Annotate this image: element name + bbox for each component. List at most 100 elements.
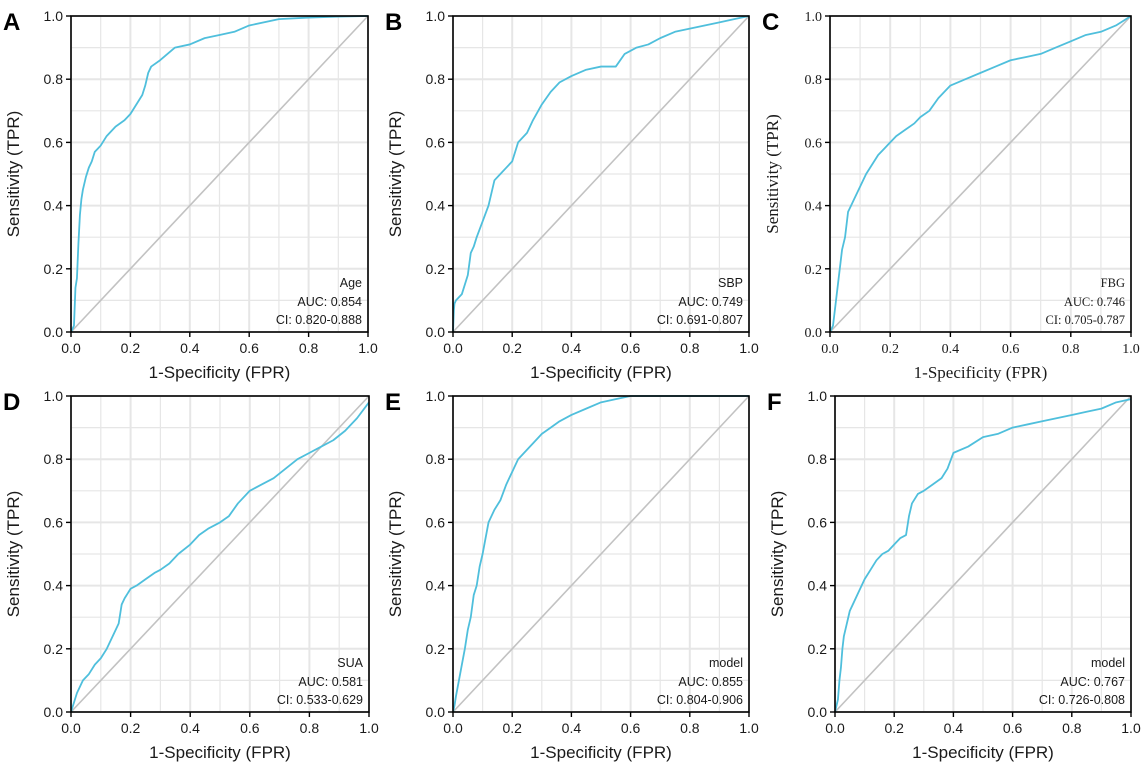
- legend-ci-value: CI: 0.533-0.629: [277, 693, 363, 707]
- y-tick-label: 0.4: [805, 200, 823, 215]
- x-tick-label: 0.8: [300, 720, 320, 736]
- panel-letter-label: D: [3, 389, 20, 416]
- y-tick-label: 0.0: [44, 324, 64, 340]
- x-tick-label: 0.8: [299, 340, 319, 356]
- y-tick-label: 0.0: [44, 704, 64, 720]
- x-tick-label: 0.8: [1062, 720, 1082, 736]
- y-tick-label: 0.6: [808, 514, 828, 530]
- panel-d: 0.0 0.2 0.4 0.6 0.8 1.0 0.0 0.2 0.4 0.6 0.8 1.0 1-Sp…: [3, 388, 379, 762]
- y-tick-label: 0.2: [44, 641, 64, 657]
- plot-frame: [70, 15, 369, 333]
- x-tick-label: 1.0: [739, 720, 759, 736]
- x-axis-title: 1-Specificity (FPR): [914, 363, 1048, 382]
- y-tick-label: 0.2: [805, 263, 823, 278]
- x-axis-title: 1-Specificity (FPR): [912, 743, 1054, 762]
- y-tick-label: 1.0: [805, 10, 823, 25]
- y-tick-label: 1.0: [44, 388, 64, 404]
- x-tick-label: 0.0: [61, 340, 81, 356]
- y-tick-label: 0.6: [426, 514, 446, 530]
- x-tick-label: 0.2: [884, 720, 904, 736]
- x-tick-label: 1.0: [1122, 342, 1140, 357]
- x-tick-label: 0.2: [881, 342, 899, 357]
- legend-auc-value: AUC: 0.855: [678, 675, 743, 689]
- legend-series-name: Age: [340, 276, 362, 290]
- y-tick-label: 0.4: [426, 198, 446, 214]
- y-tick-label: 0.4: [44, 198, 64, 214]
- y-axis-title: Sensitivity (TPR): [386, 491, 405, 618]
- roc-curve-line: [829, 15, 1132, 333]
- y-tick-label: 0.8: [805, 73, 823, 88]
- y-axis-title: Sensitivity (TPR): [4, 491, 23, 618]
- chance-diagonal-line: [829, 15, 1132, 333]
- x-tick-label: 0.6: [621, 720, 641, 736]
- y-tick-label: 0.0: [808, 704, 828, 720]
- x-tick-label: 0.2: [121, 720, 141, 736]
- x-tick-label: 1.0: [739, 340, 759, 356]
- legend-ci-value: CI: 0.820-0.888: [276, 313, 362, 327]
- y-tick-label: 0.8: [44, 451, 64, 467]
- plot-frame: [70, 395, 370, 713]
- x-tick-label: 0.2: [502, 720, 522, 736]
- panel-letter-label: E: [385, 389, 401, 416]
- x-tick-label: 0.4: [562, 340, 582, 356]
- x-tick-label: 0.4: [944, 720, 964, 736]
- legend-ci-value: CI: 0.705-0.787: [1045, 313, 1125, 327]
- y-tick-label: 0.4: [808, 578, 828, 594]
- y-axis-title: Sensitivity (TPR): [763, 114, 782, 233]
- roc-curve-line: [70, 401, 370, 713]
- chance-diagonal-line: [70, 15, 369, 333]
- x-tick-label: 0.2: [121, 340, 141, 356]
- roc-curve-line: [70, 15, 369, 333]
- chance-diagonal-line: [834, 395, 1132, 713]
- x-tick-label: 0.4: [180, 720, 200, 736]
- x-tick-label: 0.0: [61, 720, 81, 736]
- legend-auc-value: AUC: 0.581: [298, 675, 363, 689]
- x-tick-label: 1.0: [359, 720, 379, 736]
- x-tick-label: 0.4: [180, 340, 200, 356]
- panel-letter-label: B: [385, 9, 402, 36]
- legend-auc-value: AUC: 0.854: [297, 295, 362, 309]
- y-tick-label: 0.4: [426, 578, 446, 594]
- x-tick-label: 0.2: [502, 340, 522, 356]
- panel-letter-label: C: [762, 9, 779, 36]
- plot-frame: [829, 15, 1132, 333]
- roc-curve-line: [834, 398, 1132, 713]
- plot-frame: [452, 395, 750, 713]
- y-tick-label: 0.8: [426, 451, 446, 467]
- y-tick-label: 1.0: [426, 8, 446, 24]
- panel-c: 0.0 0.2 0.4 0.6 0.8 1.0 0.0 0.2 0.4 0.6 0.8 1.0 1-Sp…: [762, 9, 1140, 382]
- y-axis-title: Sensitivity (TPR): [768, 491, 787, 618]
- roc-curve-line: [452, 395, 749, 713]
- y-axis-title: Sensitivity (TPR): [4, 111, 23, 238]
- plot-frame: [452, 15, 750, 333]
- x-tick-label: 1.0: [358, 340, 378, 356]
- y-tick-label: 0.2: [808, 641, 828, 657]
- y-tick-label: 0.2: [426, 261, 446, 277]
- x-tick-label: 0.0: [443, 340, 463, 356]
- legend-series-name: model: [709, 656, 743, 670]
- x-tick-label: 0.8: [680, 720, 700, 736]
- legend-series-name: SUA: [337, 656, 363, 670]
- y-tick-label: 0.6: [44, 134, 64, 150]
- y-tick-label: 1.0: [808, 388, 828, 404]
- y-tick-label: 0.0: [805, 326, 823, 341]
- legend-auc-value: AUC: 0.767: [1060, 675, 1125, 689]
- y-tick-label: 0.8: [44, 71, 64, 87]
- legend-series-name: FBG: [1101, 276, 1125, 290]
- legend-series-name: model: [1091, 656, 1125, 670]
- x-tick-label: 0.8: [1062, 342, 1080, 357]
- panel-e: 0.0 0.2 0.4 0.6 0.8 1.0 0.0 0.2 0.4 0.6 0.8 1.0 1-Sp…: [385, 388, 759, 762]
- panel-letter-label: A: [3, 9, 20, 36]
- legend-ci-value: CI: 0.691-0.807: [657, 313, 743, 327]
- legend-auc-value: AUC: 0.749: [678, 295, 743, 309]
- roc-curve-line: [452, 15, 750, 333]
- x-tick-label: 0.4: [562, 720, 582, 736]
- panel-f: 0.0 0.2 0.4 0.6 0.8 1.0 0.0 0.2 0.4 0.6 0.8 1.0 1-Sp…: [767, 388, 1141, 762]
- x-axis-title: 1-Specificity (FPR): [530, 363, 672, 382]
- y-tick-label: 0.0: [426, 704, 446, 720]
- legend-ci-value: CI: 0.804-0.906: [657, 693, 743, 707]
- x-tick-label: 0.6: [240, 720, 260, 736]
- x-tick-label: 0.6: [1002, 342, 1020, 357]
- chance-diagonal-line: [70, 395, 370, 713]
